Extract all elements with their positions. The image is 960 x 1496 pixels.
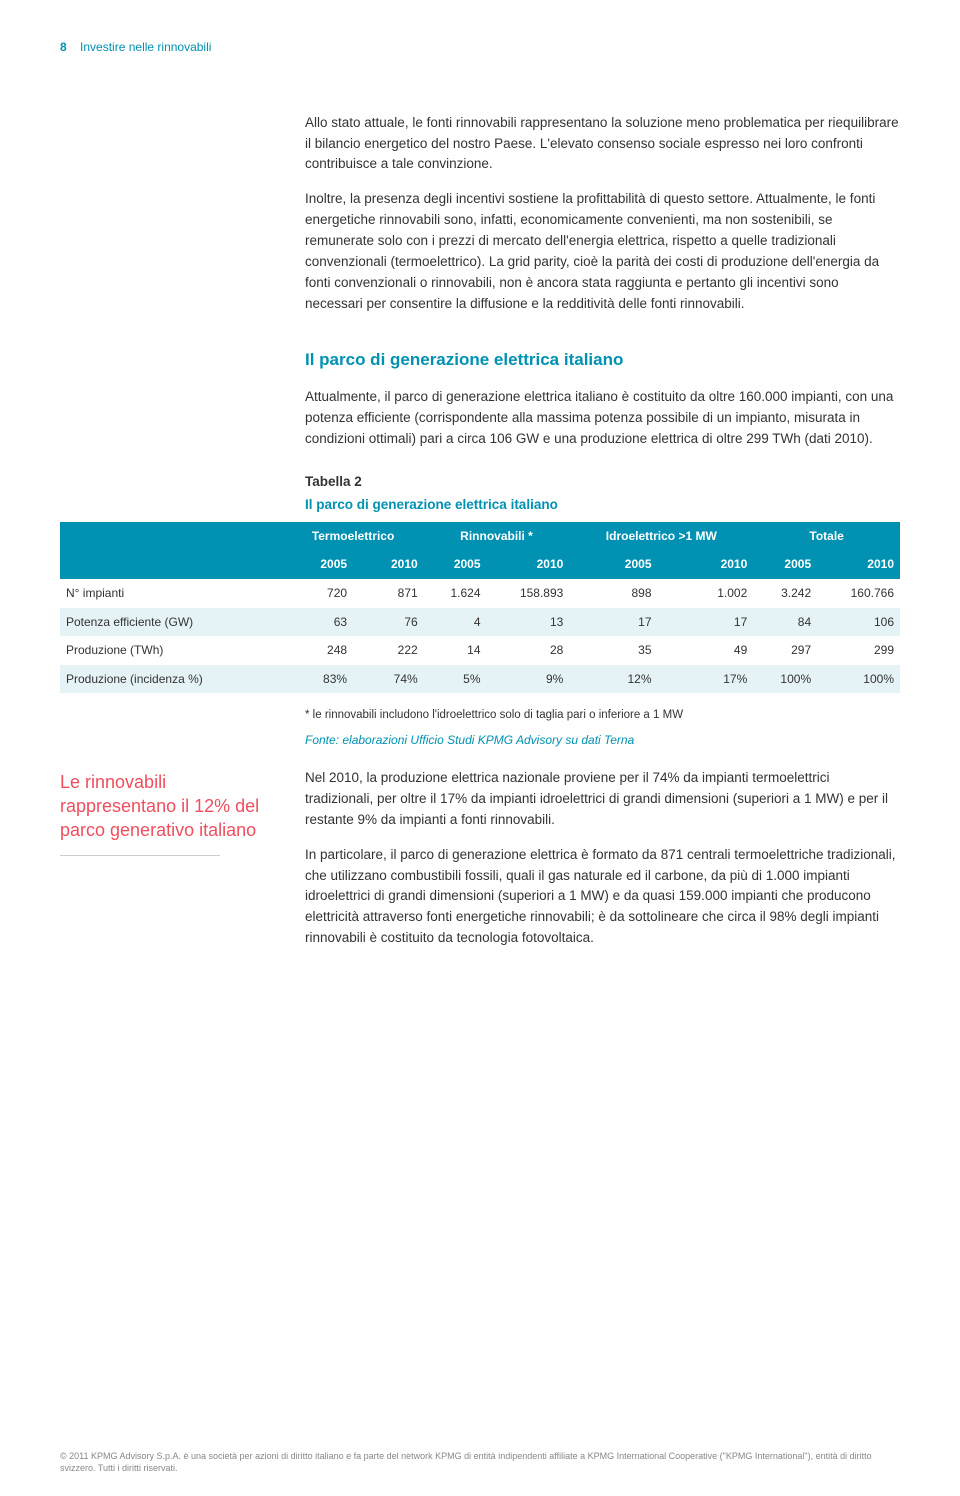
table-cell: 17: [569, 608, 657, 637]
table-source: Fonte: elaborazioni Ufficio Studi KPMG A…: [305, 731, 900, 750]
table-sub-header-row: 2005 2010 2005 2010 2005 2010 2005 2010: [60, 550, 900, 579]
callout-text: Le rinnovabili rappresentano il 12% del …: [60, 772, 259, 841]
table-row: N° impianti7208711.624158.8938981.0023.2…: [60, 579, 900, 608]
table-group-header: Idroelettrico >1 MW: [569, 522, 753, 551]
table-cell: 17%: [658, 665, 754, 694]
table-stub-header: [60, 550, 282, 579]
table-cell: 720: [282, 579, 353, 608]
table-row: Potenza efficiente (GW)6376413171784106: [60, 608, 900, 637]
table-sub-header: 2010: [487, 550, 570, 579]
table-cell: 158.893: [487, 579, 570, 608]
table-sub-header: 2010: [817, 550, 900, 579]
table-sub-header: 2010: [658, 550, 754, 579]
intro-p1: Allo stato attuale, le fonti rinnovabili…: [305, 113, 900, 176]
table-cell: 74%: [353, 665, 424, 694]
table-group-header-row: Termoelettrico Rinnovabili * Idroelettri…: [60, 522, 900, 551]
table-cell: 299: [817, 636, 900, 665]
intro-p2: Inoltre, la presenza degli incentivi sos…: [305, 189, 900, 315]
table-cell: 63: [282, 608, 353, 637]
table-sub-header: 2005: [282, 550, 353, 579]
table-cell: 222: [353, 636, 424, 665]
running-header: 8 Investire nelle rinnovabili: [60, 38, 900, 57]
table-sub-header: 2005: [569, 550, 657, 579]
table-cell: 76: [353, 608, 424, 637]
table-cell: 49: [658, 636, 754, 665]
running-title: Investire nelle rinnovabili: [80, 40, 211, 54]
table-cell: 84: [753, 608, 817, 637]
table-row: Produzione (TWh)24822214283549297299: [60, 636, 900, 665]
table-row-label: Produzione (TWh): [60, 636, 282, 665]
table-caption-title: Il parco di generazione elettrica italia…: [305, 495, 900, 516]
body2-p1: Nel 2010, la produzione elettrica nazion…: [305, 768, 900, 831]
table-row-label: Potenza efficiente (GW): [60, 608, 282, 637]
table-sub-header: 2005: [753, 550, 817, 579]
table-cell: 297: [753, 636, 817, 665]
table-caption-label: Tabella 2: [305, 472, 900, 493]
table-cell: 100%: [753, 665, 817, 694]
table-cell: 100%: [817, 665, 900, 694]
table-cell: 17: [658, 608, 754, 637]
table-row: Produzione (incidenza %)83%74%5%9%12%17%…: [60, 665, 900, 694]
section-heading: Il parco di generazione elettrica italia…: [305, 347, 900, 373]
body-after-table: Nel 2010, la produzione elettrica nazion…: [305, 768, 900, 963]
side-callout: Le rinnovabili rappresentano il 12% del …: [60, 768, 305, 856]
callout-divider: [60, 855, 220, 856]
page-footer: © 2011 KPMG Advisory S.p.A. è una societ…: [60, 1450, 900, 1474]
table-cell: 9%: [487, 665, 570, 694]
page-number: 8: [60, 40, 67, 54]
table-cell: 14: [424, 636, 487, 665]
table-cell: 1.002: [658, 579, 754, 608]
table-row-label: Produzione (incidenza %): [60, 665, 282, 694]
section-p1-block: Attualmente, il parco di generazione ele…: [305, 387, 900, 450]
table-group-header: Termoelettrico: [282, 522, 423, 551]
table-cell: 3.242: [753, 579, 817, 608]
table-cell: 83%: [282, 665, 353, 694]
table-cell: 1.624: [424, 579, 487, 608]
table-cell: 13: [487, 608, 570, 637]
table-cell: 12%: [569, 665, 657, 694]
table-sub-header: 2010: [353, 550, 424, 579]
table-sub-header: 2005: [424, 550, 487, 579]
table-cell: 106: [817, 608, 900, 637]
table-cell: 28: [487, 636, 570, 665]
table-cell: 4: [424, 608, 487, 637]
table-group-header: Totale: [753, 522, 900, 551]
body2-p2: In particolare, il parco di generazione …: [305, 845, 900, 950]
table-cell: 5%: [424, 665, 487, 694]
table-stub-header: [60, 522, 282, 551]
intro-block: Allo stato attuale, le fonti rinnovabili…: [305, 113, 900, 315]
table-cell: 898: [569, 579, 657, 608]
table-footnote: * le rinnovabili includono l'idroelettri…: [305, 707, 900, 725]
table-cell: 160.766: [817, 579, 900, 608]
table-row-label: N° impianti: [60, 579, 282, 608]
table-cell: 35: [569, 636, 657, 665]
table-cell: 871: [353, 579, 424, 608]
table-cell: 248: [282, 636, 353, 665]
data-table: Termoelettrico Rinnovabili * Idroelettri…: [60, 522, 900, 694]
table-group-header: Rinnovabili *: [424, 522, 570, 551]
section-p1: Attualmente, il parco di generazione ele…: [305, 387, 900, 450]
